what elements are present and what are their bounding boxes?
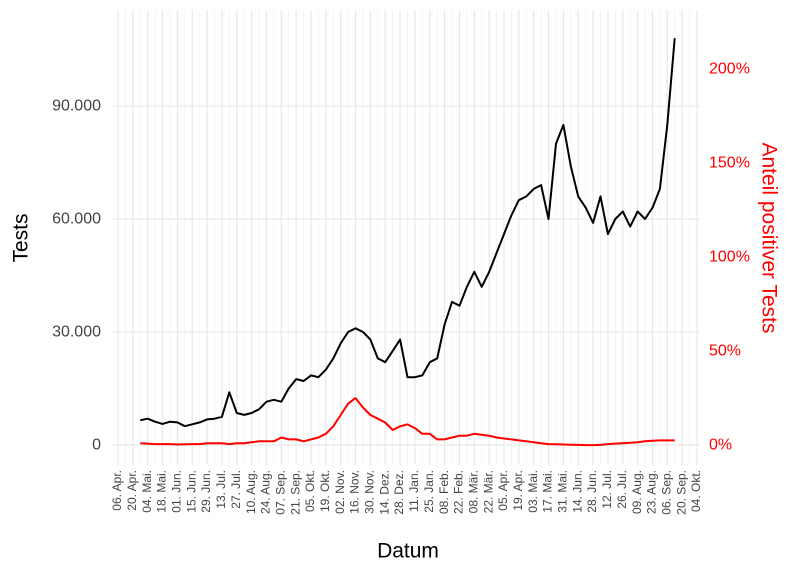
x-tick-label: 24. Aug.: [259, 470, 273, 514]
y-tick-label: 30.000: [52, 323, 101, 340]
y2-tick-label: 100%: [709, 248, 750, 265]
x-tick-label: 11. Jan.: [407, 470, 421, 512]
x-tick-label: 04. Mai.: [140, 470, 154, 513]
y2-axis-title: Anteil positiver Tests: [757, 142, 780, 333]
y-axis-title: Tests: [10, 213, 33, 262]
y-tick-label: 0: [92, 436, 101, 453]
x-tick-label: 19. Apr.: [511, 470, 525, 511]
x-tick-label: 20. Apr.: [125, 470, 139, 511]
x-tick-label: 10. Aug.: [244, 470, 258, 514]
x-tick-label: 05. Okt.: [303, 470, 317, 512]
x-tick-label: 13. Jul.: [214, 470, 228, 509]
x-tick-label: 02. Nov.: [333, 470, 347, 514]
y-tick-label: 60.000: [52, 210, 101, 227]
x-tick-label: 28. Jun.: [585, 470, 599, 513]
x-tick-label: 25. Jan.: [422, 470, 436, 513]
x-tick-label: 31. Mai.: [556, 470, 570, 513]
x-tick-label: 08. Feb.: [437, 470, 451, 514]
x-tick-label: 12. Jul.: [600, 470, 614, 509]
x-tick-label: 14. Jun.: [570, 470, 584, 513]
x-tick-label: 09. Aug.: [630, 470, 644, 514]
x-tick-label: 19. Okt.: [318, 470, 332, 512]
x-tick-label: 22. Feb.: [452, 470, 466, 514]
y2-tick-label: 200%: [709, 60, 750, 77]
x-tick-label: 06. Apr.: [110, 470, 124, 511]
x-tick-label: 16. Nov.: [348, 470, 362, 514]
x-tick-label: 22. Mär.: [481, 470, 495, 513]
x-tick-label: 27. Jul.: [229, 470, 243, 509]
x-tick-label: 29. Jun.: [199, 470, 213, 513]
x-tick-label: 17. Mai.: [541, 470, 555, 513]
x-tick-label: 04. Okt.: [689, 470, 703, 512]
x-axis-title: Datum: [377, 540, 439, 563]
y-tick-label: 90.000: [52, 97, 101, 114]
x-tick-label: 07. Sep.: [273, 470, 287, 515]
x-tick-label: 01. Jun.: [170, 470, 184, 513]
y2-tick-label: 150%: [709, 154, 750, 171]
x-tick-label: 21. Sep.: [288, 470, 302, 515]
x-tick-label: 26. Jul.: [615, 470, 629, 509]
x-tick-label: 06. Sep.: [659, 470, 673, 515]
x-tick-label: 14. Dez.: [377, 470, 391, 515]
y2-tick-label: 50%: [709, 342, 741, 359]
x-tick-label: 23. Aug.: [645, 470, 659, 514]
x-tick-label: 15. Jun.: [184, 470, 198, 513]
y2-tick-label: 0%: [709, 436, 732, 453]
line: [140, 38, 676, 428]
x-tick-label: 05. Apr.: [496, 470, 510, 511]
x-tick-label: 28. Dez.: [392, 470, 406, 515]
x-tick-label: 20. Sep.: [674, 470, 688, 515]
x-tick-label: 18. Mai.: [155, 470, 169, 513]
x-tick-label: 03. Mai.: [526, 470, 540, 513]
x-tick-label: 30. Nov.: [363, 470, 377, 514]
line: [140, 397, 675, 447]
x-tick-label: 08. Mär.: [466, 470, 480, 513]
